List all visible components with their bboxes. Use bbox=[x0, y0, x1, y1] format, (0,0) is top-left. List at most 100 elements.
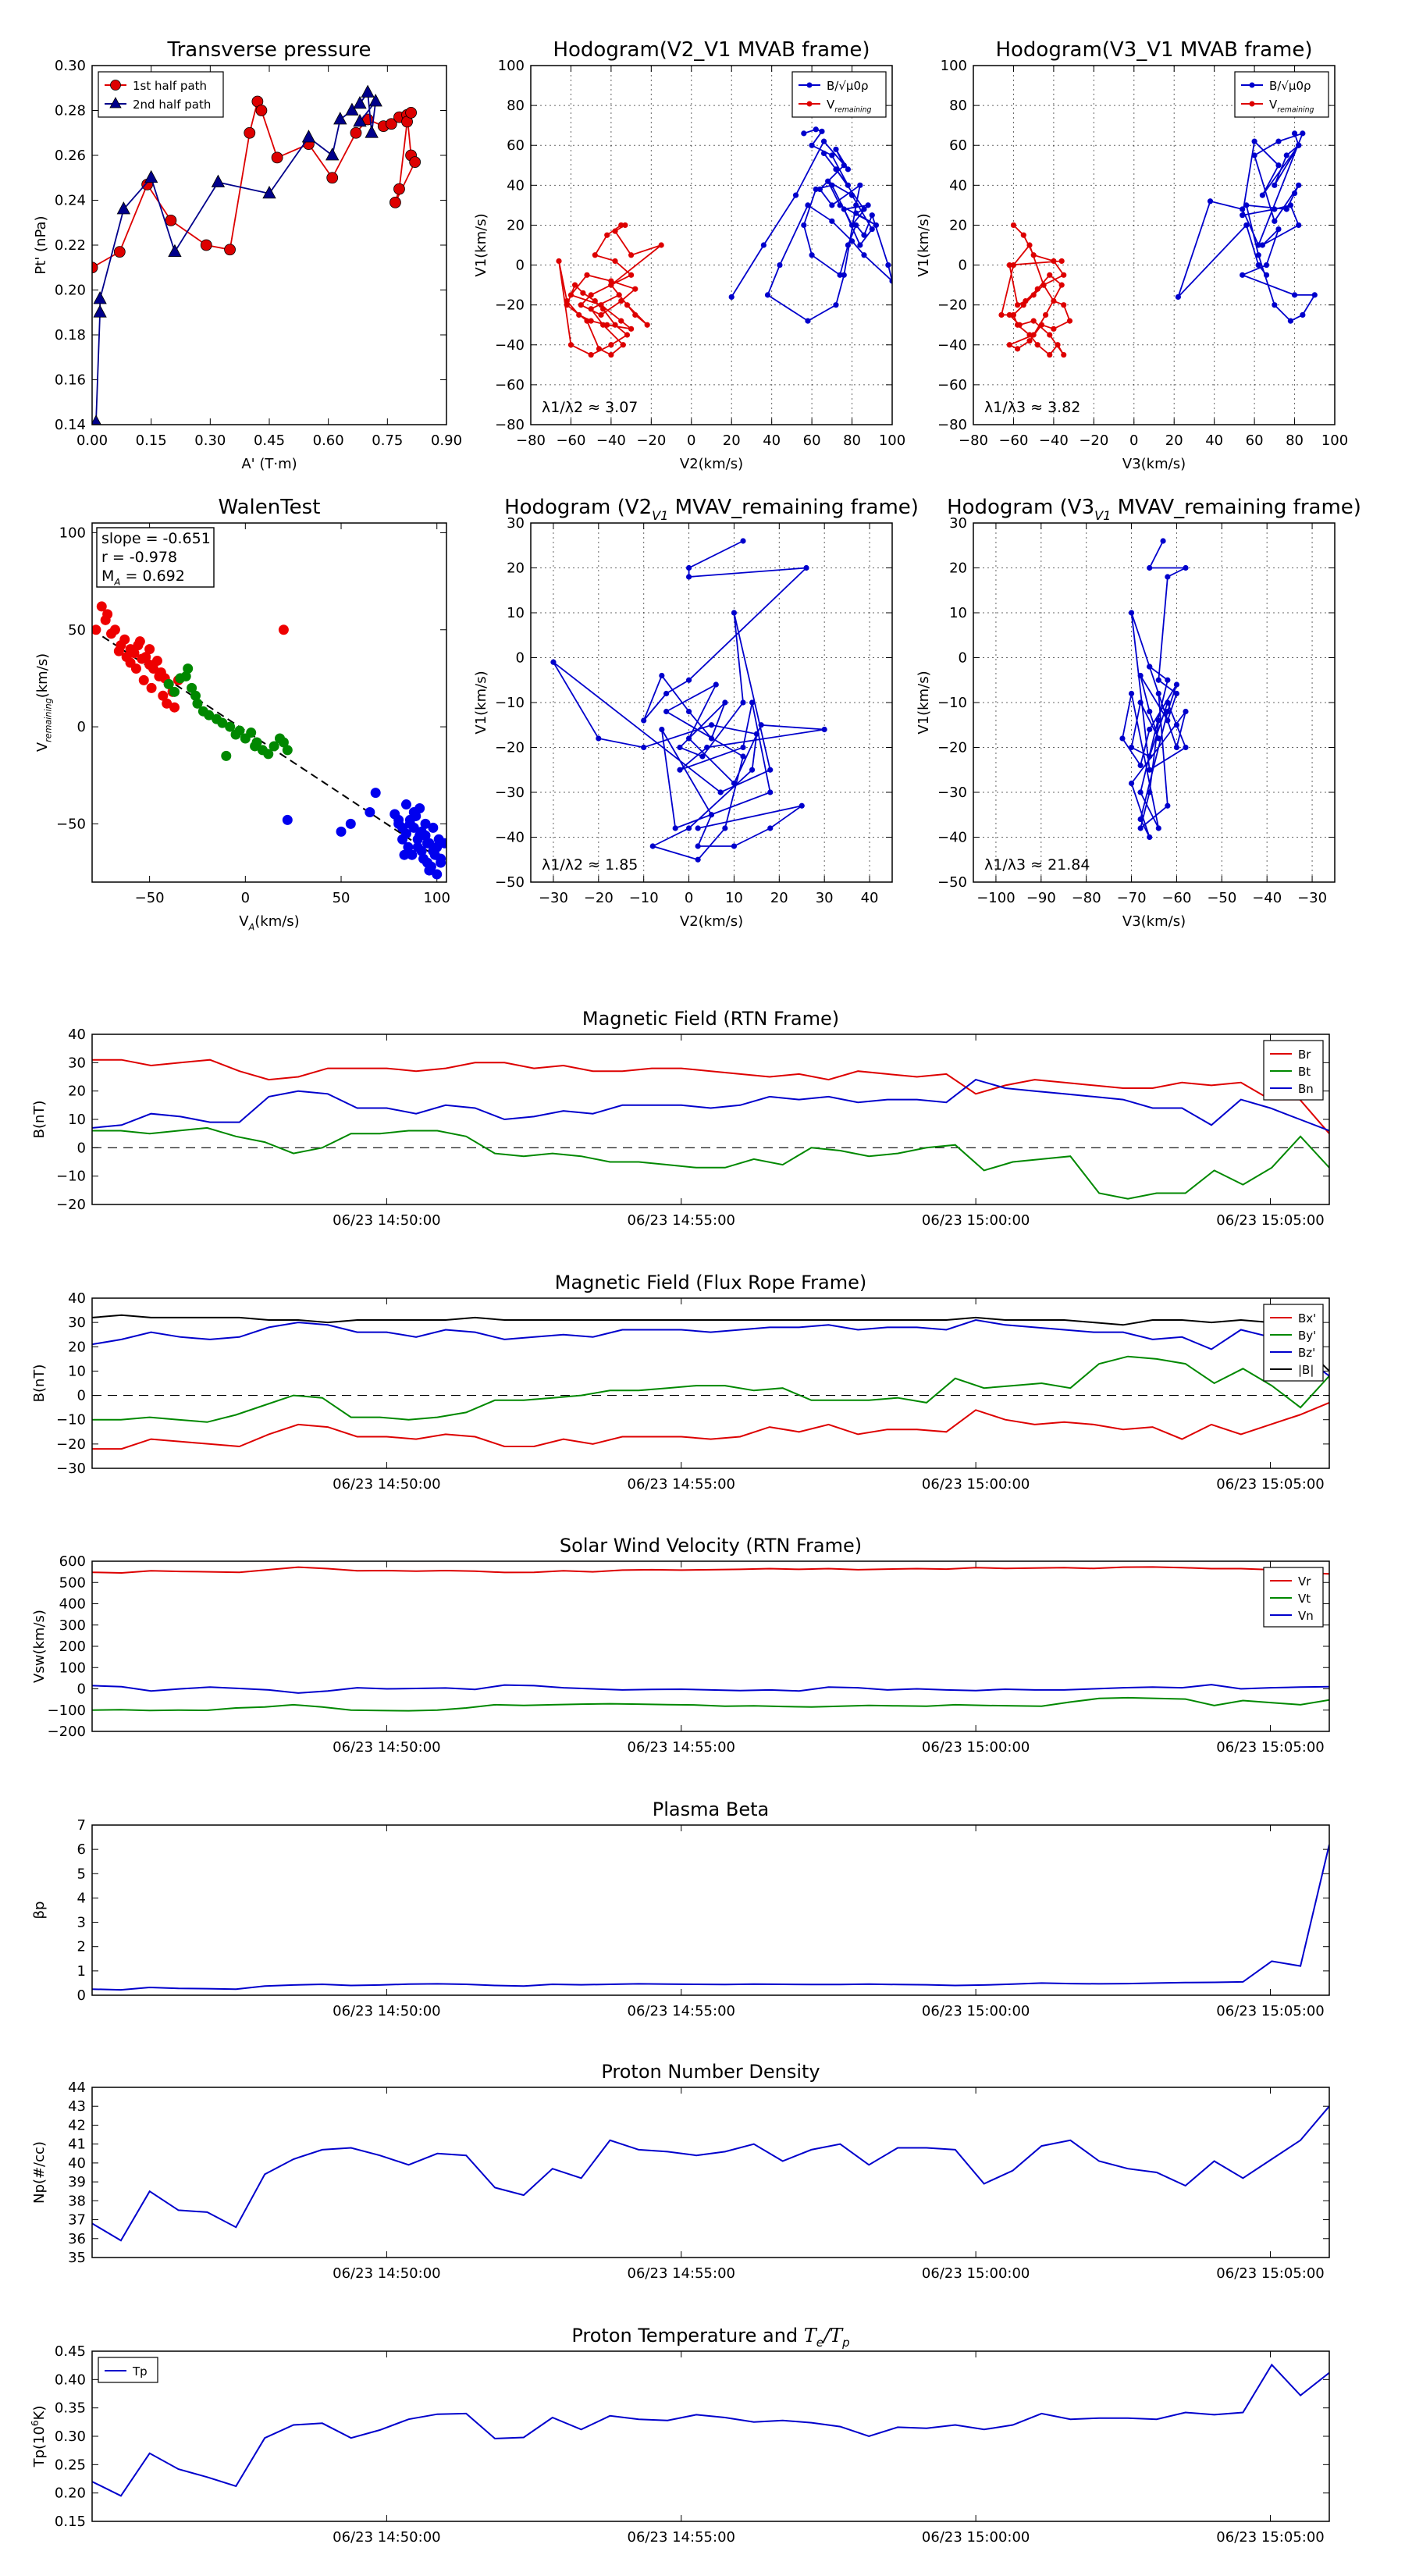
data-point bbox=[269, 741, 279, 752]
data-point bbox=[368, 94, 382, 107]
data-point bbox=[1051, 326, 1057, 332]
y-tick-label: −80 bbox=[937, 417, 967, 433]
data-point bbox=[1165, 699, 1171, 706]
y-axis-label: Vsw(km/s) bbox=[31, 1610, 48, 1683]
data-point bbox=[282, 814, 293, 825]
data-point bbox=[813, 186, 819, 193]
data-point bbox=[685, 708, 692, 715]
panel-ts5: Proton Number Density 35 36 37 38 39 40 41 42 43 4… bbox=[31, 2061, 1330, 2282]
data-point bbox=[588, 318, 594, 324]
data-point bbox=[1291, 130, 1298, 137]
x-tick-label: 06/23 14:50:00 bbox=[333, 1212, 440, 1229]
series-line bbox=[92, 1355, 1329, 1423]
data-point bbox=[628, 252, 635, 258]
data-point bbox=[649, 843, 656, 849]
data-point bbox=[618, 222, 624, 229]
data-point bbox=[1061, 302, 1067, 308]
data-point bbox=[550, 659, 557, 665]
data-point bbox=[1263, 262, 1270, 269]
series-np bbox=[92, 2105, 1329, 2242]
y-tick-label: −40 bbox=[937, 830, 967, 846]
data-point bbox=[845, 242, 852, 248]
data-point bbox=[803, 564, 809, 571]
data-point bbox=[96, 601, 107, 612]
x-tick-label: 0.60 bbox=[313, 432, 344, 449]
series-line bbox=[92, 1566, 1329, 1575]
data-point bbox=[861, 206, 867, 212]
data-point bbox=[1272, 218, 1278, 224]
data-point bbox=[325, 148, 340, 161]
data-point bbox=[556, 258, 562, 265]
y-axis-label: Pt' (nPa) bbox=[33, 215, 49, 274]
data-point bbox=[1243, 222, 1250, 229]
data-point bbox=[604, 322, 610, 328]
x-tick-label: 0 bbox=[687, 432, 695, 449]
series-tp bbox=[92, 2363, 1329, 2497]
data-point bbox=[564, 297, 570, 304]
data-point bbox=[731, 610, 738, 616]
x-tick-label: 06/23 15:05:00 bbox=[1216, 2529, 1324, 2546]
y-tick-label: 40 bbox=[949, 177, 967, 194]
data-point bbox=[600, 306, 606, 312]
y-tick-label: 2 bbox=[77, 1939, 86, 1955]
data-point bbox=[405, 106, 417, 119]
y-axis-label: Np(#/cc) bbox=[31, 2141, 48, 2204]
data-point bbox=[1034, 342, 1040, 348]
legend-label: 2nd half path bbox=[133, 98, 211, 112]
data-point bbox=[1034, 286, 1040, 292]
x-tick-label: 20 bbox=[770, 890, 788, 906]
data-point bbox=[361, 84, 375, 98]
axes-frame bbox=[91, 2087, 1330, 2258]
data-point bbox=[1275, 162, 1282, 169]
panel-h3: Hodogram (V2V1 MVAV_remaining frame)−50−… bbox=[473, 496, 919, 930]
legend: Bx' By' Bz' |B| bbox=[1263, 1304, 1324, 1382]
series-line bbox=[92, 1059, 1329, 1134]
data-point bbox=[564, 302, 570, 308]
data-point bbox=[1026, 338, 1033, 344]
y-tick-label: 20 bbox=[507, 560, 525, 577]
data-point bbox=[250, 741, 261, 752]
data-point bbox=[567, 342, 574, 348]
y-tick-label: 0 bbox=[77, 1140, 86, 1156]
data-point bbox=[1058, 282, 1065, 288]
data-point bbox=[1300, 130, 1306, 137]
data-point bbox=[685, 574, 692, 580]
data-point bbox=[848, 222, 855, 229]
data-point bbox=[1119, 735, 1126, 742]
y-tick-label: −40 bbox=[495, 830, 525, 846]
data-point bbox=[608, 342, 614, 348]
data-point bbox=[169, 702, 180, 713]
stats-line: r = -0.978 bbox=[101, 549, 177, 566]
plot-area bbox=[92, 601, 446, 880]
panel-ts4: Plasma Beta 0 1 2 3 4 5 6 7 06/23 14:50:00 06/23 1… bbox=[31, 1799, 1330, 2019]
data-point bbox=[767, 825, 774, 831]
data-point bbox=[1128, 780, 1135, 787]
data-point bbox=[246, 728, 257, 738]
x-tick-label: −90 bbox=[1026, 890, 1056, 906]
data-point bbox=[1272, 302, 1278, 308]
data-point bbox=[1255, 242, 1261, 248]
y-tick-label: 0.15 bbox=[55, 2514, 86, 2530]
legend-label: Vn bbox=[1298, 1609, 1314, 1623]
data-point bbox=[1275, 138, 1282, 144]
axes-frame bbox=[91, 65, 447, 425]
series-line bbox=[92, 99, 416, 269]
data-point bbox=[1173, 690, 1180, 697]
axes-frame bbox=[91, 1034, 1330, 1205]
data-point bbox=[1137, 825, 1144, 831]
data-point bbox=[1173, 722, 1180, 728]
x-tick-label: −70 bbox=[1117, 890, 1147, 906]
eigenvalue-ratio: λ1/λ2 ≈ 1.85 bbox=[542, 856, 638, 873]
x-tick-label: 80 bbox=[843, 432, 861, 449]
panel-ts2: Magnetic Field (Flux Rope Frame) −30 −20 −1… bbox=[31, 1272, 1330, 1493]
data-point bbox=[584, 272, 590, 278]
series-line bbox=[95, 90, 377, 423]
fit-line bbox=[92, 628, 446, 864]
data-point bbox=[1147, 767, 1153, 773]
data-point bbox=[1128, 610, 1135, 616]
data-point bbox=[345, 818, 356, 829]
stats-line: slope = -0.651 bbox=[101, 530, 211, 547]
plot-area bbox=[92, 1059, 1329, 1200]
data-point bbox=[278, 737, 289, 748]
data-point bbox=[1255, 252, 1261, 258]
